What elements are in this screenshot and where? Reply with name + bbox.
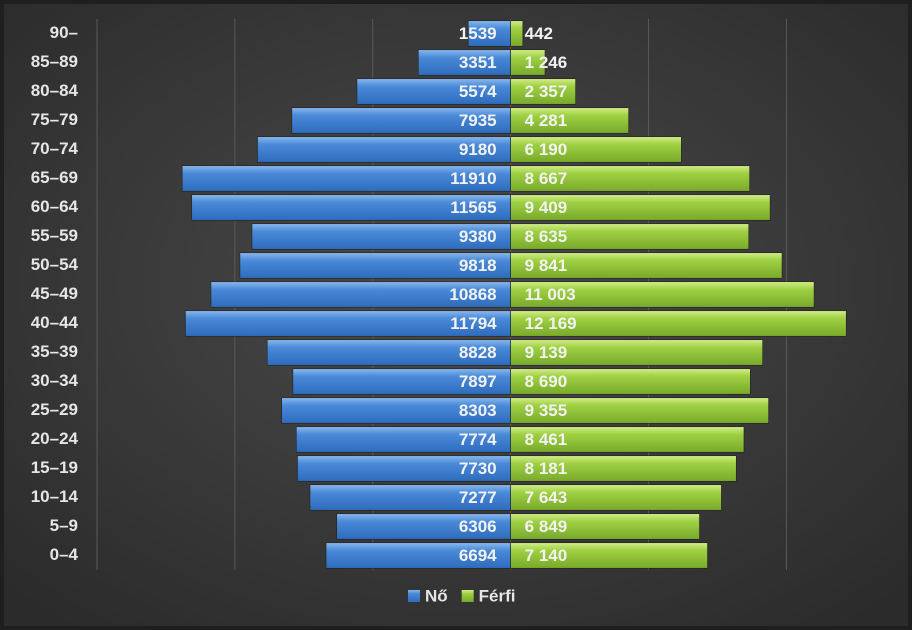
data-label: 3351 [459,53,497,72]
bar [510,194,771,221]
bar [510,107,630,134]
bar [510,165,750,192]
category-label: 5–9 [50,516,78,535]
bar [191,194,511,221]
data-label: 8828 [459,343,497,362]
data-label: 11 003 [525,285,576,304]
data-label: 9380 [459,227,497,246]
category-label: 10–14 [31,487,79,506]
category-label: 75–79 [31,110,78,129]
data-label: 5574 [459,82,497,101]
bar [510,281,815,308]
category-label: 65–69 [31,168,78,187]
data-label: 2 357 [525,82,568,101]
category-label: 35–39 [31,342,78,361]
bar [309,484,511,511]
bar [356,78,511,105]
data-label: 8 461 [525,430,568,449]
category-label: 45–49 [31,284,78,303]
data-label: 7 643 [525,488,568,507]
bar [510,49,546,76]
data-label: 8303 [459,401,497,420]
data-label: 8 635 [525,227,568,246]
category-label: 30–34 [31,371,79,390]
category-label: 20–24 [31,429,79,448]
bar [251,223,511,250]
bar [239,252,511,279]
data-label: 442 [525,24,553,43]
category-label: 85–89 [31,52,78,71]
bar [297,455,511,482]
bar [510,78,576,105]
data-label: 11910 [450,169,496,188]
data-label: 9 841 [525,256,568,275]
bar [336,513,511,540]
bar [295,426,511,453]
bar [510,397,769,424]
data-label: 8 181 [525,459,568,478]
category-label: 80–84 [31,81,79,100]
data-label: 7774 [459,430,497,449]
category-label: 0–4 [50,545,79,564]
data-label: 6306 [459,517,497,536]
data-label: 6 849 [525,517,568,536]
bar [510,426,745,453]
bar [325,542,511,569]
data-label: 9 139 [525,343,568,362]
bar [257,136,511,163]
data-label: 6 190 [525,140,568,159]
category-label: 55–59 [31,226,78,245]
bar [510,513,700,540]
data-label: 4 281 [525,111,568,130]
legend-label: Férfi [479,586,516,605]
data-label: 9 409 [525,198,568,217]
category-label: 90– [50,23,78,42]
bar [281,397,511,424]
category-label: 15–19 [31,458,78,477]
bar [185,310,511,337]
data-label: 7935 [459,111,497,130]
bar [510,339,763,366]
data-label: 10868 [449,285,496,304]
bar [510,368,751,395]
bar [291,107,511,134]
data-label: 11794 [450,314,497,333]
legend-swatch [408,590,420,602]
bar [510,252,783,279]
category-label: 70–74 [31,139,79,158]
data-label: 7897 [459,372,497,391]
bar [292,368,511,395]
data-label: 11565 [450,198,496,217]
category-label: 50–54 [31,255,79,274]
data-label: 8 690 [525,372,568,391]
data-label: 6694 [459,546,497,565]
bar [510,136,682,163]
data-label: 9180 [459,140,497,159]
bar [510,542,708,569]
bar [417,49,511,76]
bar [510,455,737,482]
data-label: 7 140 [525,546,568,565]
bar [210,281,511,308]
bar [510,223,750,250]
data-label: 9818 [459,256,497,275]
legend-swatch [461,590,474,602]
bar [510,310,847,337]
data-label: 12 169 [525,314,577,333]
data-label: 8 667 [525,169,568,188]
category-label: 40–44 [31,313,79,332]
data-label: 1 246 [525,53,568,72]
data-label: 9 355 [525,401,568,420]
data-label: 1539 [459,24,497,43]
category-label: 60–64 [31,197,79,216]
data-label: 7277 [459,488,497,507]
bar [510,20,524,47]
category-label: 25–29 [31,400,78,419]
bar [510,484,722,511]
legend-label: Nő [425,586,448,605]
bar [181,165,511,192]
data-label: 7730 [459,459,497,478]
